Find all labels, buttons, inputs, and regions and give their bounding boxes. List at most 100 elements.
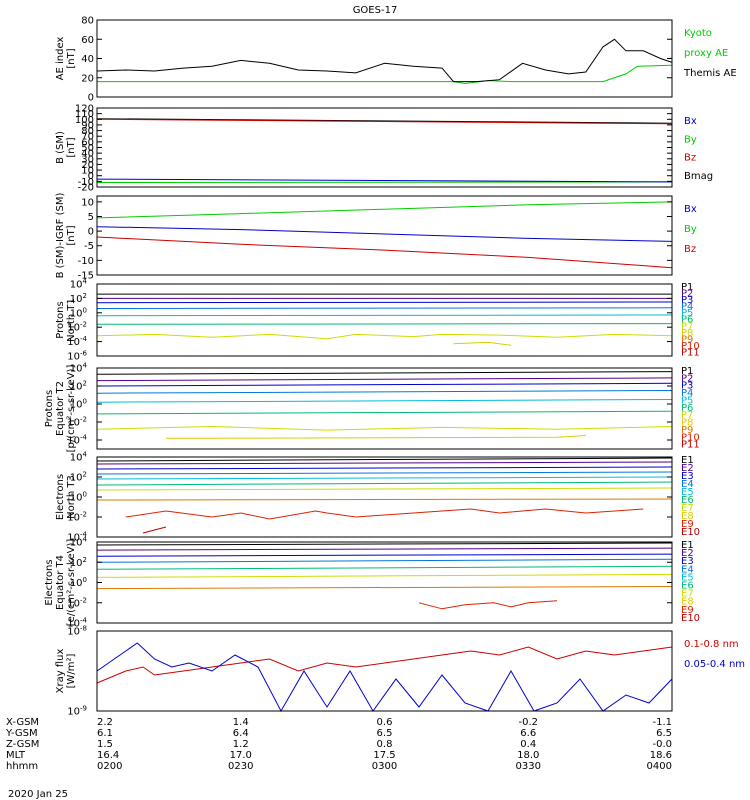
series-line-e7: [96, 586, 673, 590]
series-line-0-1-0-8-nm: [96, 646, 673, 684]
y-tick-exponent: 4: [83, 278, 88, 286]
y-tick-exponent: 0: [83, 306, 87, 314]
y-axis-label: [e/(cm²-s-sr-keV)]: [66, 539, 77, 627]
x-axis-row-label: Y-GSM: [5, 728, 38, 739]
y-axis-label: Xray flux: [55, 649, 66, 694]
legend-entry: E5: [681, 487, 694, 498]
y-axis-label: [nT]: [66, 48, 77, 68]
y-axis-label: B (SM): [55, 131, 66, 164]
y-tick-label: -10: [78, 256, 94, 267]
date-label: 2020 Jan 25: [8, 789, 68, 800]
x-axis-row-label: X-GSM: [6, 717, 39, 728]
series-line-e4: [96, 558, 673, 563]
series-line-e9: [125, 508, 644, 520]
series-line-p5: [96, 314, 673, 317]
legend-entry: E4: [681, 564, 694, 575]
x-axis-tick-label: 16.4: [97, 750, 119, 761]
y-tick-exponent: 0: [83, 398, 87, 406]
series-line-p8: [166, 435, 586, 439]
x-axis-tick-label: -1.1: [652, 717, 672, 728]
x-axis-tick-label: 0.4: [520, 739, 536, 750]
series-line-e10: [142, 526, 167, 534]
legend-entry: By: [684, 224, 697, 235]
series-line-e6: [96, 573, 673, 578]
series-line-e5: [96, 565, 673, 570]
series-line-themis-ae: [96, 38, 673, 83]
legend-entry: E10: [681, 613, 700, 624]
panel-1: 0 20 40 60 80 AE index [nT] Kyoto proxy AE Themis…: [55, 16, 737, 104]
legend-entry: Themis AE: [683, 68, 737, 79]
series-line-p3: [96, 382, 673, 387]
y-tick-exponent: -2: [80, 416, 87, 424]
y-tick-label: 90: [81, 120, 94, 131]
y-tick-exponent: -2: [80, 321, 87, 329]
legend-entry: E4: [681, 479, 694, 490]
x-axis-tick-label: 0.8: [377, 739, 393, 750]
series-line-e1: [96, 542, 673, 546]
y-axis-label: Equator T4: [55, 555, 66, 610]
y-tick-label: 5: [88, 212, 94, 223]
series-line-bz: [96, 236, 673, 269]
legend-entry: P10: [681, 341, 700, 352]
legend-entry: P5: [681, 395, 693, 406]
legend-entry: Bmag: [684, 171, 713, 182]
series-line-0-05-0-4-nm: [96, 642, 673, 713]
y-tick-label: 110: [75, 109, 94, 120]
y-tick-label: 50: [81, 143, 94, 154]
legend-entry: P8: [681, 418, 693, 429]
y-tick-label: -5: [84, 241, 94, 252]
series-line-e7: [96, 487, 673, 491]
legend-entry: P1: [681, 282, 693, 293]
legend-entry: proxy AE: [684, 48, 728, 59]
series-line-bx: [96, 226, 673, 242]
y-axis-label: AE index: [55, 37, 66, 81]
legend-entry: P8: [681, 328, 693, 339]
series-line-p6: [96, 410, 673, 415]
series-line-e2: [96, 547, 673, 551]
legend-entry: E3: [681, 556, 694, 567]
series-line-p5: [96, 399, 673, 403]
y-tick-exponent: 2: [83, 471, 87, 479]
legend-entry: P3: [681, 381, 693, 392]
series-line-p8: [453, 341, 512, 346]
y-tick-label: -10: [78, 177, 94, 188]
y-tick-exponent: -4: [80, 531, 88, 539]
y-tick-exponent: -8: [80, 625, 87, 633]
legend-entry: E7: [681, 589, 694, 600]
legend-entry: P6: [681, 403, 693, 414]
y-tick-label: 70: [81, 132, 94, 143]
legend-entry: E2: [681, 548, 694, 559]
legend-entry: E8: [681, 597, 694, 608]
series-line-p7: [96, 333, 673, 340]
y-axis-label: [p/(cm²-s-sr-keV)]: [66, 365, 77, 453]
x-axis-tick-label: 0300: [372, 761, 397, 772]
legend-entry: P3: [681, 295, 693, 306]
y-tick-label: 0: [88, 93, 94, 104]
series-line-e3: [96, 553, 673, 557]
y-tick-label: 40: [81, 149, 94, 160]
series-line-p3: [96, 301, 673, 304]
legend-entry: 0.1-0.8 nm: [684, 639, 739, 650]
x-axis-tick-label: 1.5: [97, 739, 113, 750]
legend-entry: P11: [681, 440, 700, 451]
panel-3: -15 -10 -5 0 5 10 B (SM)-IGRF (SM) [nT] Bx By Bz: [55, 193, 697, 282]
legend-entry: Bx: [684, 204, 697, 215]
legend-entry: P2: [681, 289, 693, 300]
y-tick-label: -20: [78, 183, 94, 194]
x-axis-tick-label: 0400: [647, 761, 672, 772]
y-tick-label: 120: [75, 104, 94, 115]
series-line-e3: [96, 466, 673, 470]
y-axis-label: North T3: [66, 475, 77, 519]
x-axis-row-label: Z-GSM: [6, 739, 39, 750]
series-line-kyoto-proxy-ae: [97, 64, 673, 85]
y-tick-label: 60: [81, 35, 94, 46]
y-tick-label: 0: [88, 227, 94, 238]
y-tick-exponent: -2: [80, 596, 87, 604]
legend-entry: P7: [681, 321, 693, 332]
series-line-e4: [96, 471, 673, 475]
